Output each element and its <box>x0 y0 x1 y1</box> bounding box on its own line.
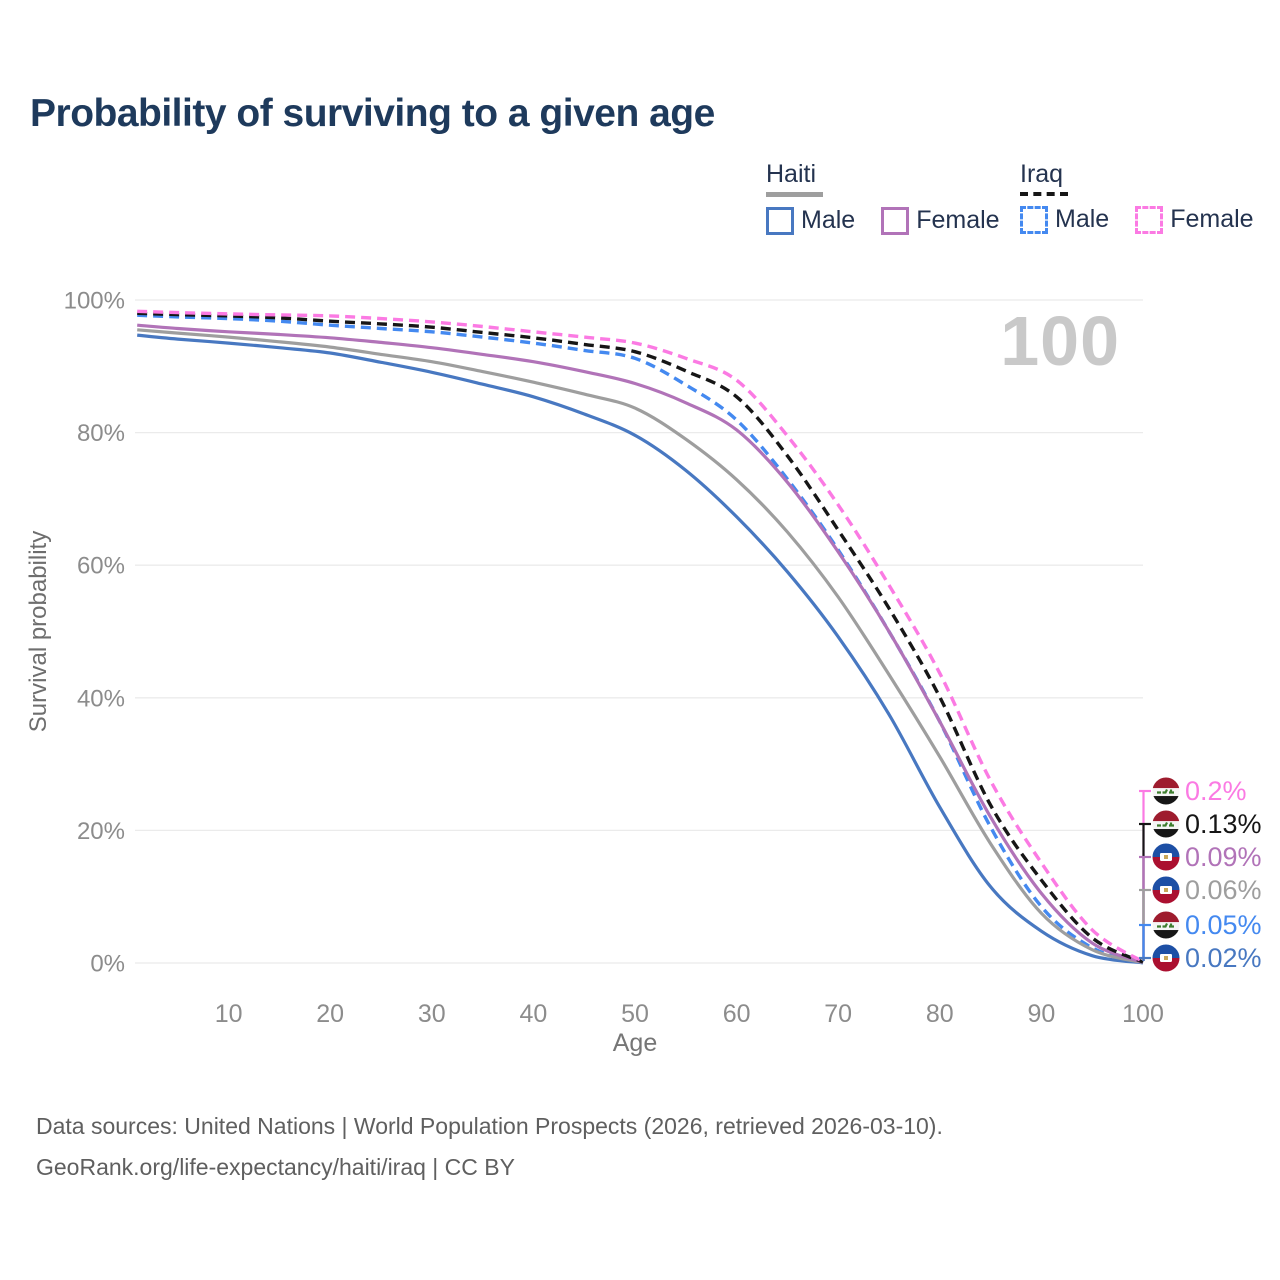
x-axis-label: Age <box>613 1029 657 1057</box>
series-line-haiti-male <box>137 333 1144 965</box>
iraq-flag-icon <box>1151 910 1181 940</box>
iraq-male-swatch <box>1020 205 1048 234</box>
x-tick-label: 90 <box>1027 1000 1055 1028</box>
legend-item-haiti-male[interactable]: Male <box>766 206 855 235</box>
iraq-flag-icon <box>1151 776 1181 806</box>
x-tick-label: 30 <box>418 1000 446 1028</box>
y-tick-label: 40% <box>77 685 125 712</box>
footer-data-sources: Data sources: United Nations | World Pop… <box>36 1113 943 1139</box>
haiti-flag-icon <box>1151 842 1181 872</box>
footer-link: GeoRank.org/life-expectancy/haiti/iraq |… <box>36 1154 515 1181</box>
x-tick-label: 70 <box>824 1000 852 1028</box>
x-tick-label: 40 <box>519 1000 547 1028</box>
age-counter-watermark: 100 <box>1000 302 1120 380</box>
legend-item-iraq-female[interactable]: Female <box>1135 205 1254 234</box>
y-tick-label: 0% <box>90 951 125 978</box>
legend-label-iraq-female: Female <box>1170 205 1254 233</box>
iraq-female-swatch <box>1135 205 1164 234</box>
end-value-label: 0.02% <box>1185 943 1262 973</box>
legend-country-iraq-label: Iraq <box>1020 160 1064 188</box>
series-line-haiti-both-sexes <box>137 328 1144 965</box>
iraq-flag-icon <box>1151 809 1181 839</box>
series-line-iraq-both-sexes <box>137 311 1144 964</box>
legend-country-haiti-label: Haiti <box>766 160 817 188</box>
legend-label-haiti-male: Male <box>801 206 856 234</box>
legend-item-haiti-female[interactable]: Female <box>881 206 1000 235</box>
legend-label-haiti-female: Female <box>916 206 1000 234</box>
haiti-male-swatch <box>766 206 794 235</box>
x-tick-label: 50 <box>621 1000 649 1028</box>
y-tick-label: 100% <box>64 288 125 315</box>
haiti-female-swatch <box>881 206 910 235</box>
legend-item-iraq-male[interactable]: Male <box>1020 205 1109 234</box>
footer: Data sources: United Nations | World Pop… <box>36 1106 943 1189</box>
end-value-label: 0.13% <box>1185 809 1262 839</box>
y-axis-label: Survival probability <box>25 531 52 732</box>
series-line-iraq-female <box>137 309 1144 964</box>
x-tick-label: 100 <box>1122 1000 1164 1028</box>
series-line-iraq-male <box>137 313 1144 965</box>
haiti-flag-icon <box>1151 943 1181 973</box>
page-title: Probability of surviving to a given age <box>30 92 715 135</box>
legend-group-haiti: Haiti Male Female <box>766 160 1000 235</box>
haiti-both-line-swatch <box>766 192 823 197</box>
haiti-flag-icon <box>1151 875 1181 905</box>
legend-country-iraq[interactable]: Iraq <box>1020 160 1068 196</box>
end-value-label: 0.2% <box>1185 776 1247 806</box>
y-tick-label: 20% <box>77 818 125 845</box>
legend-label-iraq-male: Male <box>1055 205 1110 233</box>
y-tick-label: 80% <box>77 420 125 447</box>
x-tick-label: 60 <box>723 1000 751 1028</box>
end-value-label: 0.05% <box>1185 910 1262 940</box>
iraq-both-line-swatch <box>1020 192 1068 196</box>
series-line-haiti-female <box>137 323 1144 964</box>
legend-group-iraq: Iraq Male Female <box>1020 160 1254 234</box>
end-value-label: 0.09% <box>1185 842 1262 872</box>
x-tick-label: 10 <box>215 1000 243 1028</box>
end-value-label: 0.06% <box>1185 875 1262 905</box>
x-tick-label: 80 <box>926 1000 954 1028</box>
x-tick-label: 20 <box>316 1000 344 1028</box>
y-tick-label: 60% <box>77 553 125 580</box>
legend-country-haiti[interactable]: Haiti <box>766 160 823 197</box>
